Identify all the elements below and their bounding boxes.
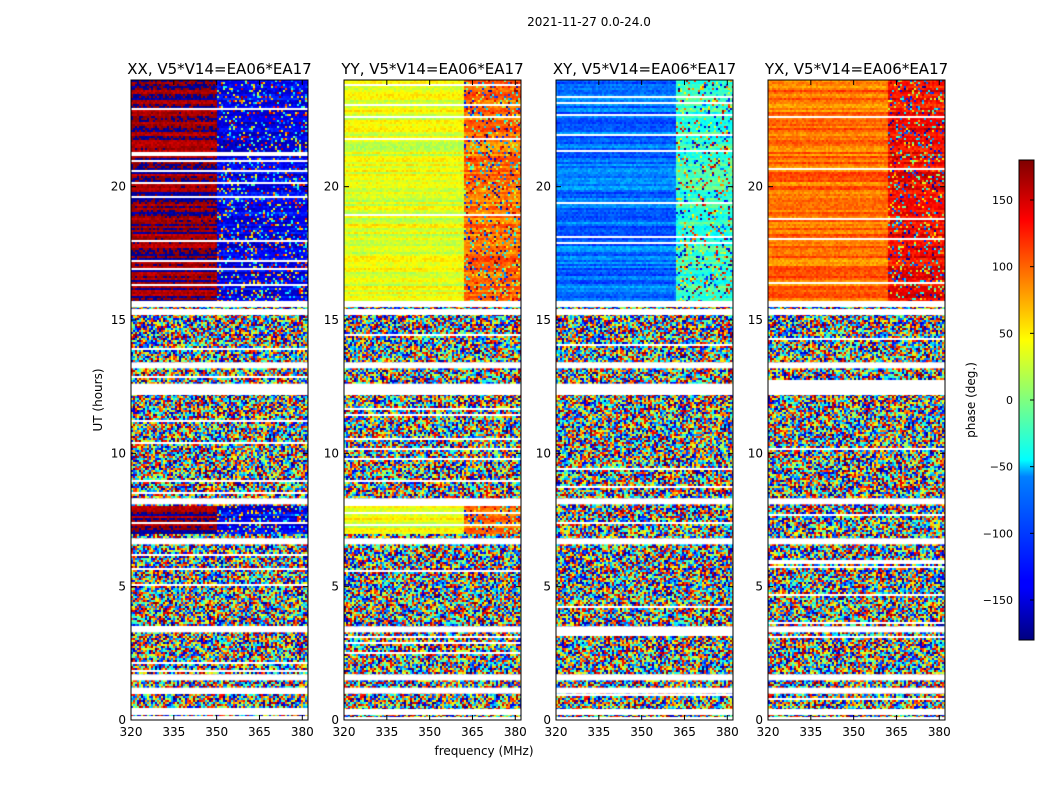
y-tick-label: 0 [118,713,126,727]
colorbar-tick-label: −150 [983,594,1013,607]
heatmap-yx [768,80,945,720]
y-tick-label: 20 [748,180,763,194]
x-tick-label: 365 [461,725,484,739]
panel-yx: YX, V5*V14=EA06*EA17 320 335 350 365 380 0 5 10 1… [748,60,951,739]
panel-title: YY, V5*V14=EA06*EA17 [340,60,523,78]
colorbar-label: phase (deg.) [964,362,978,438]
x-tick-label: 320 [120,725,143,739]
x-axis-label: frequency (MHz) [434,744,533,758]
panel-xx: XX, V5*V14=EA06*EA17 320 335 350 365 380 0 5 10 1… [111,60,314,739]
colorbar-tick-label: 100 [992,261,1013,274]
y-tick-label: 0 [755,713,763,727]
x-tick-label: 350 [842,725,865,739]
panel-frame [555,79,734,721]
colorbar: −150 −100 −50 0 50 100 150 phase (deg.) [964,159,1035,641]
x-tick-label: 335 [162,725,185,739]
x-tick-label: 365 [673,725,696,739]
panel-frame [343,79,522,721]
x-tick-label: 350 [205,725,228,739]
x-tick-label: 320 [333,725,356,739]
heatmap-xy [556,80,733,720]
panel-yy: YY, V5*V14=EA06*EA17 320 335 350 365 380 0 5 10 1… [324,60,527,739]
colorbar-tick-label: 150 [992,194,1013,207]
y-tick-label: 5 [755,580,763,594]
panels: XX, V5*V14=EA06*EA17 320 335 350 365 380 0 5 10 1… [111,60,951,739]
x-tick-label: 380 [716,725,739,739]
colorbar-tick-label: 0 [1006,394,1013,407]
heatmap-yy [344,80,521,720]
panel-title: YX, V5*V14=EA06*EA17 [764,60,948,78]
y-tick-label: 10 [536,446,551,460]
x-tick-label: 320 [757,725,780,739]
y-tick-label: 10 [324,446,339,460]
x-tick-label: 380 [928,725,951,739]
panel-xy: XY, V5*V14=EA06*EA17 320 335 350 365 380 0 5 10 1… [536,60,739,739]
y-tick-label: 0 [331,713,339,727]
y-tick-label: 15 [748,313,763,327]
x-tick-label: 320 [545,725,568,739]
panel-frame [767,79,946,721]
panel-title: XX, V5*V14=EA06*EA17 [127,60,311,78]
x-tick-label: 335 [799,725,822,739]
y-tick-label: 10 [748,446,763,460]
y-tick-label: 5 [118,580,126,594]
x-tick-label: 335 [587,725,610,739]
y-axis-label: UT (hours) [91,368,105,431]
heatmap-xx [131,80,308,720]
y-tick-label: 15 [324,313,339,327]
y-tick-label: 0 [543,713,551,727]
y-tick-label: 10 [111,446,126,460]
x-tick-label: 350 [418,725,441,739]
x-tick-label: 380 [504,725,527,739]
colorbar-ticks: −150 −100 −50 0 50 100 150 [983,194,1034,607]
x-tick-label: 350 [630,725,653,739]
colorbar-tick-label: 50 [999,327,1013,340]
y-tick-label: 5 [331,580,339,594]
x-tick-label: 365 [885,725,908,739]
y-tick-label: 15 [536,313,551,327]
x-tick-label: 365 [248,725,271,739]
y-tick-label: 20 [536,180,551,194]
y-tick-label: 5 [543,580,551,594]
panel-frame [130,79,309,721]
y-tick-label: 20 [111,180,126,194]
y-tick-label: 20 [324,180,339,194]
panel-title: XY, V5*V14=EA06*EA17 [553,60,736,78]
figure-title: 2021-11-27 0.0-24.0 [527,15,651,29]
x-tick-label: 335 [375,725,398,739]
colorbar-tick-label: −50 [990,461,1013,474]
colorbar-tick-label: −100 [983,527,1013,540]
x-tick-label: 380 [291,725,314,739]
y-tick-label: 15 [111,313,126,327]
